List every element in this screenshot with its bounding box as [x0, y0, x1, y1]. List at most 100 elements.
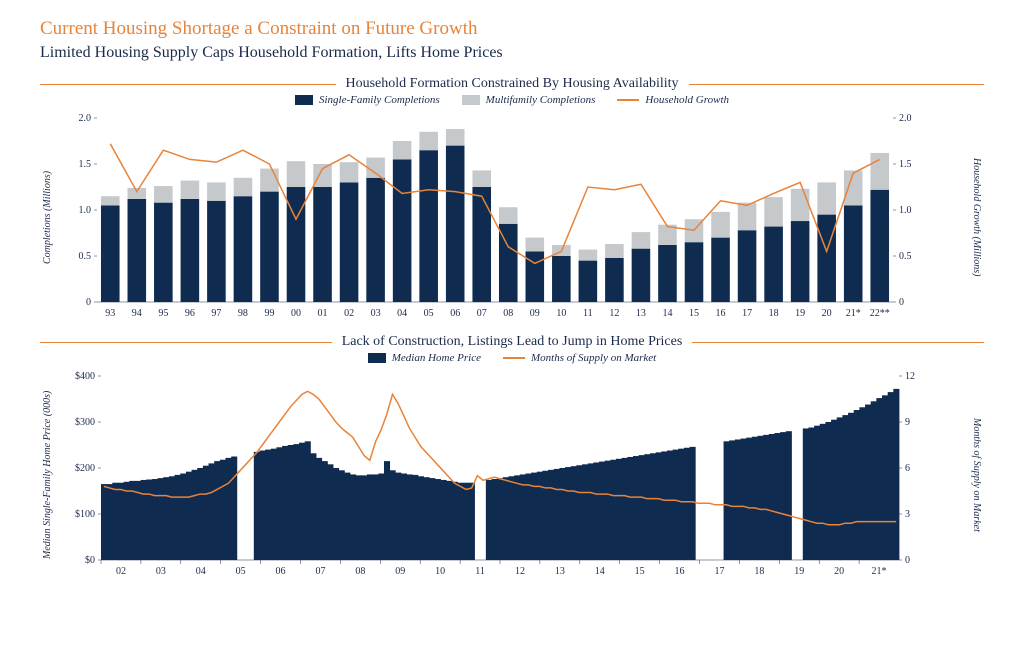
svg-text:12: 12	[609, 308, 619, 319]
svg-text:19: 19	[795, 308, 805, 319]
svg-text:97: 97	[211, 308, 221, 319]
svg-text:$100: $100	[75, 509, 95, 520]
svg-text:10: 10	[556, 308, 566, 319]
svg-text:08: 08	[355, 566, 365, 577]
legend-item: Single-Family Completions	[295, 94, 440, 106]
svg-text:3: 3	[905, 509, 910, 520]
chart2-y-left-label: Median Single-Family Home Price (000s)	[40, 370, 55, 580]
svg-text:96: 96	[185, 308, 195, 319]
svg-text:1.5: 1.5	[899, 159, 912, 170]
svg-text:16: 16	[675, 566, 685, 577]
legend-label: Household Growth	[645, 94, 729, 106]
svg-text:2.0: 2.0	[79, 113, 92, 124]
svg-text:18: 18	[754, 566, 764, 577]
svg-text:03: 03	[156, 566, 166, 577]
svg-text:16: 16	[716, 308, 726, 319]
svg-text:21*: 21*	[846, 308, 861, 319]
legend-item: Household Growth	[617, 94, 729, 106]
svg-text:02: 02	[116, 566, 126, 577]
svg-text:2.0: 2.0	[899, 113, 912, 124]
legend-item: Median Home Price	[368, 352, 481, 364]
subtitle: Limited Housing Supply Caps Household Fo…	[40, 44, 984, 62]
svg-text:01: 01	[318, 308, 328, 319]
svg-text:17: 17	[742, 308, 752, 319]
main-title: Current Housing Shortage a Constraint on…	[40, 18, 984, 40]
legend-swatch	[617, 99, 639, 101]
svg-text:14: 14	[662, 308, 672, 319]
svg-text:06: 06	[276, 566, 286, 577]
legend-item: Multifamily Completions	[462, 94, 596, 106]
svg-text:0: 0	[899, 297, 904, 308]
chart2-legend: Median Home Price Months of Supply on Mar…	[40, 352, 984, 364]
legend-item: Months of Supply on Market	[503, 352, 656, 364]
legend-label: Multifamily Completions	[486, 94, 596, 106]
chart2-title: Lack of Construction, Listings Lead to J…	[342, 334, 683, 350]
svg-text:12: 12	[515, 566, 525, 577]
svg-text:1.5: 1.5	[79, 159, 92, 170]
svg-text:$200: $200	[75, 463, 95, 474]
svg-text:09: 09	[395, 566, 405, 577]
svg-text:0.5: 0.5	[899, 251, 912, 262]
svg-text:07: 07	[315, 566, 325, 577]
legend-swatch	[462, 95, 480, 105]
svg-text:08: 08	[503, 308, 513, 319]
svg-text:1.0: 1.0	[79, 205, 92, 216]
legend-label: Months of Supply on Market	[531, 352, 656, 364]
svg-text:15: 15	[689, 308, 699, 319]
chart2-plot: $0$100$200$300$4000369120203040506070809…	[55, 370, 935, 580]
svg-text:03: 03	[371, 308, 381, 319]
chart-home-prices: Lack of Construction, Listings Lead to J…	[40, 334, 984, 580]
legend-swatch	[503, 357, 525, 359]
chart1-legend: Single-Family Completions Multifamily Com…	[40, 94, 984, 106]
svg-text:05: 05	[424, 308, 434, 319]
svg-text:21*: 21*	[872, 566, 887, 577]
chart1-y-left-label: Completions (Millions)	[40, 112, 55, 322]
svg-text:15: 15	[635, 566, 645, 577]
svg-text:06: 06	[450, 308, 460, 319]
svg-text:1.0: 1.0	[899, 205, 912, 216]
svg-text:95: 95	[158, 308, 168, 319]
svg-text:10: 10	[435, 566, 445, 577]
rule-right	[692, 342, 984, 343]
svg-text:93: 93	[105, 308, 115, 319]
legend-swatch	[368, 353, 386, 363]
svg-text:$400: $400	[75, 371, 95, 382]
chart-household-formation: Household Formation Constrained By Housi…	[40, 76, 984, 322]
svg-text:07: 07	[477, 308, 487, 319]
svg-text:04: 04	[397, 308, 407, 319]
chart1-title: Household Formation Constrained By Housi…	[346, 76, 679, 92]
rule-left	[40, 342, 332, 343]
svg-text:00: 00	[291, 308, 301, 319]
svg-text:99: 99	[264, 308, 274, 319]
svg-text:6: 6	[905, 463, 910, 474]
legend-label: Median Home Price	[392, 352, 481, 364]
rule-left	[40, 84, 336, 85]
svg-text:13: 13	[636, 308, 646, 319]
svg-text:0: 0	[86, 297, 91, 308]
svg-text:05: 05	[236, 566, 246, 577]
legend-swatch	[295, 95, 313, 105]
svg-text:$0: $0	[85, 555, 95, 566]
svg-text:14: 14	[595, 566, 605, 577]
chart2-y-right-label: Months of Supply on Market	[969, 370, 984, 580]
svg-text:18: 18	[769, 308, 779, 319]
svg-text:20: 20	[822, 308, 832, 319]
svg-text:02: 02	[344, 308, 354, 319]
svg-text:09: 09	[530, 308, 540, 319]
svg-text:94: 94	[132, 308, 142, 319]
svg-text:22**: 22**	[870, 308, 890, 319]
chart1-y-right-label: Household Growth (Millions)	[969, 112, 984, 322]
svg-text:0.5: 0.5	[79, 251, 92, 262]
rule-right	[689, 84, 985, 85]
svg-text:20: 20	[834, 566, 844, 577]
svg-text:04: 04	[196, 566, 206, 577]
svg-text:$300: $300	[75, 417, 95, 428]
svg-text:11: 11	[583, 308, 593, 319]
svg-text:12: 12	[905, 371, 915, 382]
svg-text:98: 98	[238, 308, 248, 319]
svg-text:9: 9	[905, 417, 910, 428]
legend-label: Single-Family Completions	[319, 94, 440, 106]
chart1-plot: 000.50.51.01.01.51.52.02.093949596979899…	[55, 112, 935, 322]
svg-text:13: 13	[555, 566, 565, 577]
svg-text:19: 19	[794, 566, 804, 577]
